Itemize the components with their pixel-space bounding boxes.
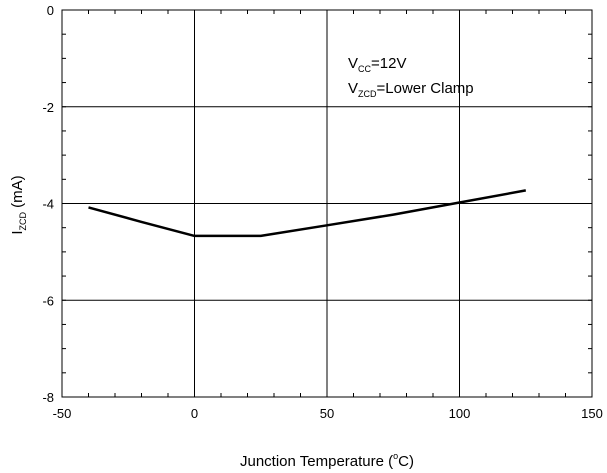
annotation-vzcd: VZCD=Lower Clamp xyxy=(348,80,474,99)
x-axis-title-text: Junction Temperature ( xyxy=(240,453,393,470)
x-tick-labels: -50 0 50 100 150 xyxy=(53,406,603,421)
y-tick-labels: 0 -2 -4 -6 -8 xyxy=(42,3,54,405)
x-tick-label: 150 xyxy=(581,406,603,421)
x-tick-label: 100 xyxy=(449,406,471,421)
annotation-vcc-sub: CC xyxy=(358,64,371,74)
x-axis-title-unit: C) xyxy=(398,453,414,470)
y-tick-label: -6 xyxy=(42,293,54,308)
annotation-vzcd-value: =Lower Clamp xyxy=(377,80,474,97)
y-axis-title-sub: ZCD xyxy=(18,212,28,231)
annotation-vzcd-main: V xyxy=(348,80,358,97)
annotation-vzcd-sub: ZCD xyxy=(358,89,377,99)
x-tick-label: -50 xyxy=(53,406,72,421)
y-tick-label: -2 xyxy=(42,100,54,115)
y-tick-label: -4 xyxy=(42,197,54,212)
series-line xyxy=(89,190,526,236)
x-tick-label: 0 xyxy=(191,406,198,421)
x-axis-title: Junction Temperature (oC) xyxy=(240,451,414,470)
annotation-vcc: VCC=12V xyxy=(348,55,406,74)
y-tick-label: -8 xyxy=(42,390,54,405)
series-group xyxy=(89,190,526,236)
grid-lines xyxy=(62,10,592,397)
y-tick-label: 0 xyxy=(47,3,54,18)
y-axis-title-unit: (mA) xyxy=(9,175,26,212)
annotation-vcc-main: V xyxy=(348,55,358,72)
x-tick-label: 50 xyxy=(320,406,334,421)
annotations: VCC=12V VZCD=Lower Clamp xyxy=(348,55,474,99)
y-axis-title: IZCD (mA) xyxy=(9,175,28,234)
annotation-vcc-value: =12V xyxy=(371,55,406,72)
